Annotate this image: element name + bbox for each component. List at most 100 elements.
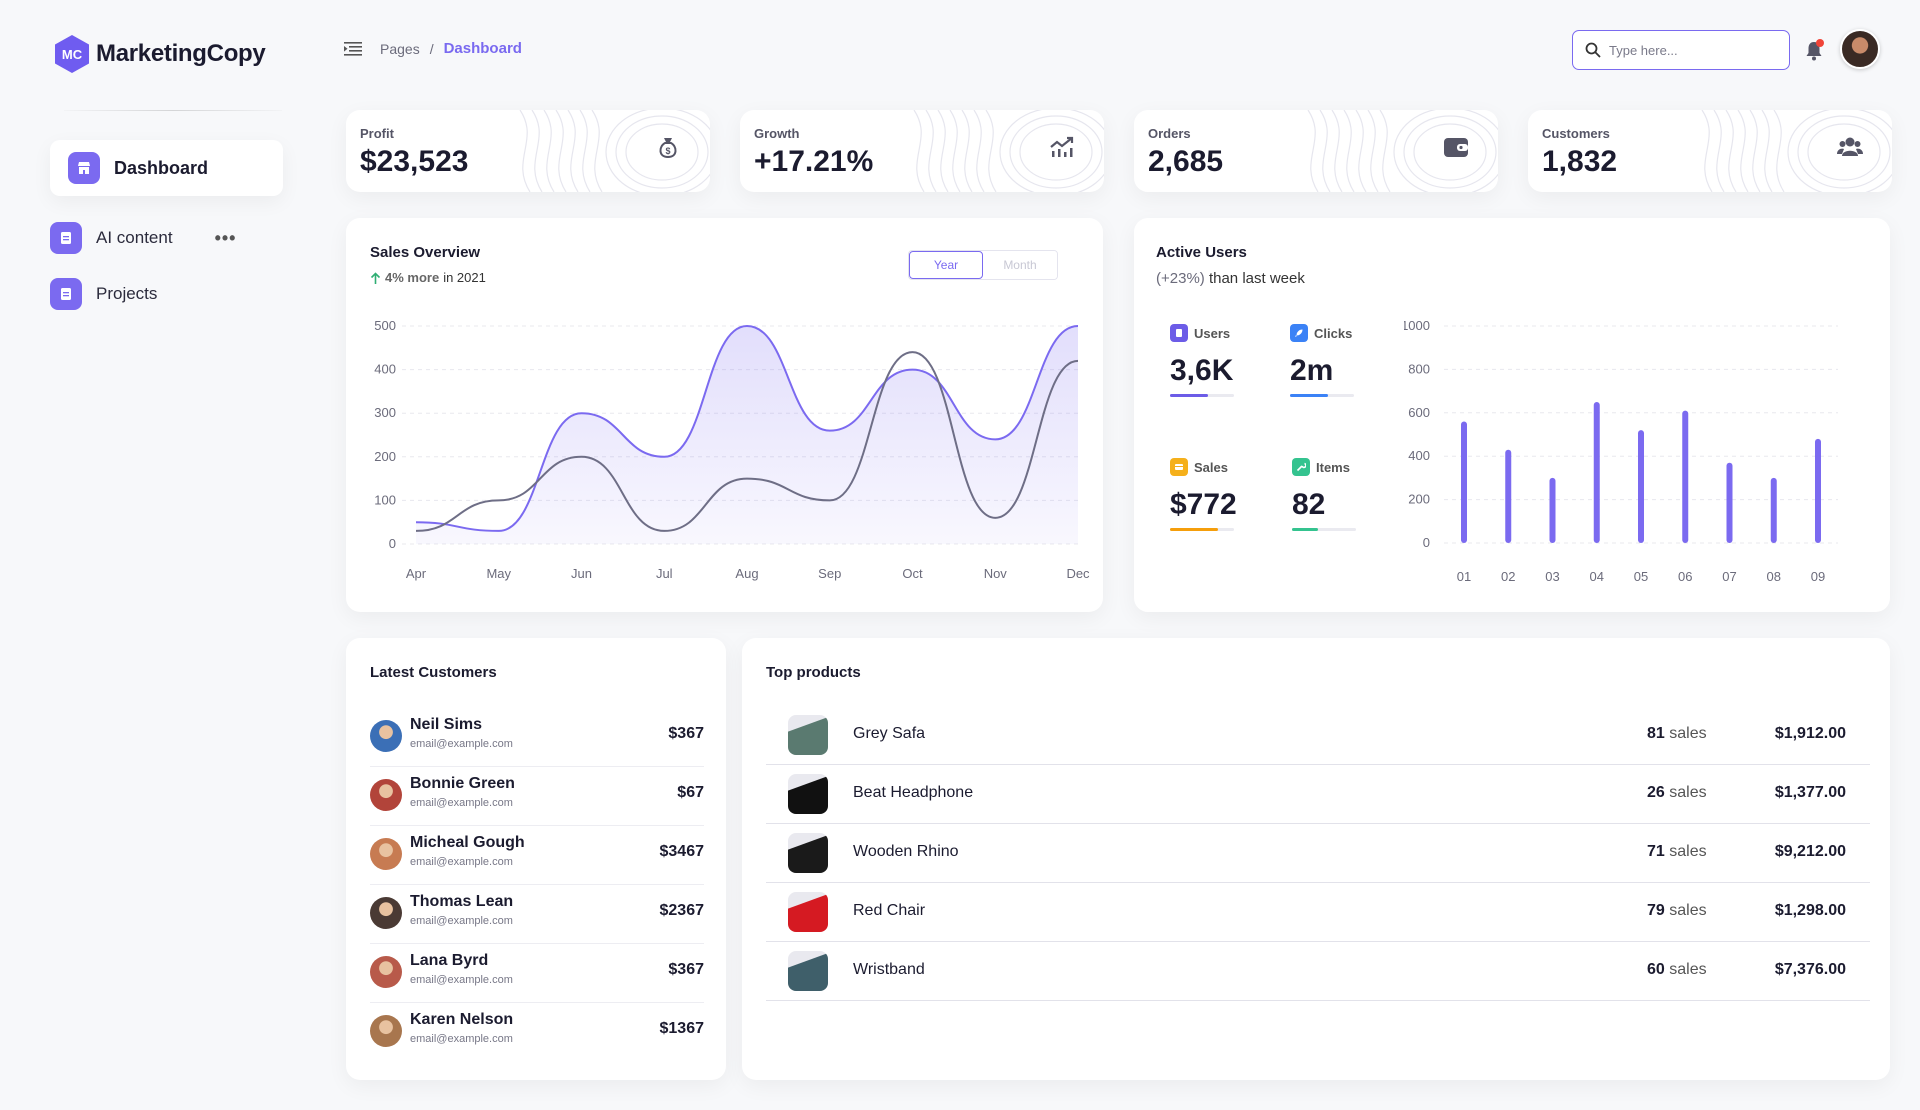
series-line-0	[415, 324, 1079, 532]
sidebar-item-projects[interactable]: Projects	[50, 278, 157, 310]
sales-chart: 500 400 300 200 100 0 Apr May Jun Jul Aug Sep Oct Nov…	[374, 318, 1090, 581]
stat-value: 1,832	[1542, 145, 1618, 178]
customer-avatar	[370, 1015, 402, 1047]
clipboard-icon	[1170, 324, 1188, 342]
product-row[interactable]: Wristband 60 sales $7,376.00	[766, 942, 1870, 1001]
customer-name: Neil Sims	[410, 716, 483, 733]
customer-email: email@example.com	[410, 856, 513, 868]
customer-row[interactable]: Karen Nelson email@example.com $1367	[370, 1003, 704, 1062]
wave-pattern	[913, 110, 1104, 192]
x-tick-label: 03	[1545, 569, 1559, 584]
svg-text:$: $	[665, 146, 670, 156]
breadcrumb-parent[interactable]: Pages	[380, 40, 420, 57]
x-tick-label: Sep	[818, 566, 841, 581]
toggle-year-button[interactable]: Year	[909, 251, 983, 279]
store-icon	[68, 152, 100, 184]
bar	[1505, 449, 1512, 543]
bar	[1461, 421, 1467, 543]
metric-items: Items 82	[1292, 458, 1356, 531]
search-input[interactable]	[1609, 42, 1769, 58]
toggle-month-button[interactable]: Month	[983, 251, 1057, 279]
bar	[1815, 438, 1821, 543]
product-row[interactable]: Beat Headphone 26 sales $1,377.00	[766, 765, 1870, 824]
product-name: Red Chair	[853, 902, 926, 919]
stat-value: +17.21%	[754, 145, 874, 178]
x-tick-label: Apr	[406, 566, 427, 581]
x-tick-label: Nov	[984, 566, 1008, 581]
bar	[1770, 477, 1777, 543]
y-tick-label: 0	[389, 536, 396, 551]
customer-row[interactable]: Neil Sims email@example.com $367	[370, 708, 704, 767]
product-row[interactable]: Red Chair 79 sales $1,298.00	[766, 883, 1870, 942]
customer-name: Lana Byrd	[410, 952, 489, 969]
app-logo[interactable]: MC MarketingCopy	[54, 34, 266, 74]
x-tick-label: 07	[1722, 569, 1736, 584]
wallet-icon	[1436, 127, 1476, 167]
product-name: Beat Headphone	[853, 784, 974, 801]
user-avatar[interactable]	[1840, 29, 1880, 69]
bar	[1549, 477, 1556, 543]
breadcrumb-separator: /	[429, 40, 434, 57]
sidebar-item-label: AI content	[96, 228, 173, 247]
product-row[interactable]: Grey Safa 81 sales $1,912.00	[766, 706, 1870, 765]
stat-label: Customers	[1542, 126, 1610, 141]
customer-avatar	[370, 779, 402, 811]
x-tick-label: Aug	[735, 566, 758, 581]
stat-label: Profit	[360, 126, 394, 141]
product-thumbnail	[788, 951, 828, 991]
sales-overview-panel: Sales Overview 4% more in 2021 Year Mont…	[346, 218, 1103, 612]
x-tick-label: 01	[1457, 569, 1471, 584]
customer-avatar	[370, 838, 402, 870]
y-tick-label: 200	[1408, 492, 1430, 507]
product-name: Wristband	[853, 961, 925, 978]
customer-row[interactable]: Thomas Lean email@example.com $2367	[370, 885, 704, 944]
series-line-1	[415, 351, 1079, 532]
menu-toggle-icon[interactable]	[344, 41, 362, 56]
customer-avatar	[370, 720, 402, 752]
arrow-up-icon	[370, 271, 381, 284]
x-tick-label: 09	[1811, 569, 1825, 584]
customer-name: Karen Nelson	[410, 1011, 514, 1028]
panel-title: Latest Customers	[370, 664, 497, 681]
y-tick-label: 1000	[1404, 318, 1430, 333]
search-box[interactable]	[1572, 30, 1790, 70]
x-tick-label: 02	[1501, 569, 1515, 584]
document-icon	[50, 222, 82, 254]
metric-value: 82	[1292, 488, 1326, 521]
stat-value: 2,685	[1148, 145, 1224, 178]
product-row[interactable]: Wooden Rhino 71 sales $9,212.00	[766, 824, 1870, 883]
metric-label: Items	[1316, 459, 1350, 475]
wave-pattern	[1701, 110, 1892, 192]
latest-customers-panel: Latest Customers Neil Sims email@example.…	[346, 638, 726, 1080]
product-thumbnail	[788, 833, 828, 873]
top-products-panel: Top products Grey Safa 81 sales $1,912.00 B…	[742, 638, 1890, 1080]
product-sales: 71 sales	[1647, 843, 1707, 861]
product-sales-suffix: sales	[1669, 902, 1707, 919]
customer-row[interactable]: Bonnie Green email@example.com $67	[370, 767, 704, 826]
product-price: $1,298.00	[1774, 902, 1846, 919]
y-tick-label: 800	[1408, 361, 1430, 376]
customer-row[interactable]: Micheal Gough email@example.com $3467	[370, 826, 704, 885]
breadcrumb-current: Dashboard	[443, 40, 522, 57]
x-tick-label: 06	[1678, 569, 1692, 584]
sidebar-item-ai-content[interactable]: AI content •••	[50, 222, 236, 254]
sidebar-item-dashboard[interactable]: Dashboard	[50, 140, 283, 196]
product-sales-suffix: sales	[1669, 843, 1707, 860]
x-tick-label: 04	[1590, 569, 1604, 584]
sidebar-item-label: Projects	[96, 284, 158, 303]
y-tick-label: 200	[374, 449, 396, 464]
customer-avatar	[370, 897, 402, 929]
x-tick-label: 08	[1767, 569, 1781, 584]
x-tick-label: May	[486, 566, 511, 581]
product-price: $7,376.00	[1774, 961, 1846, 978]
product-thumbnail	[788, 892, 828, 932]
wrench-icon	[1292, 458, 1310, 476]
more-options-icon[interactable]: •••	[214, 227, 237, 248]
bar	[1726, 462, 1733, 543]
bar	[1593, 401, 1600, 543]
metric-value: 3,6K	[1170, 354, 1234, 387]
customer-email: email@example.com	[410, 738, 513, 750]
customer-row[interactable]: Lana Byrd email@example.com $367	[370, 944, 704, 1003]
stat-label: Orders	[1148, 126, 1191, 141]
product-price: $1,377.00	[1774, 784, 1846, 801]
